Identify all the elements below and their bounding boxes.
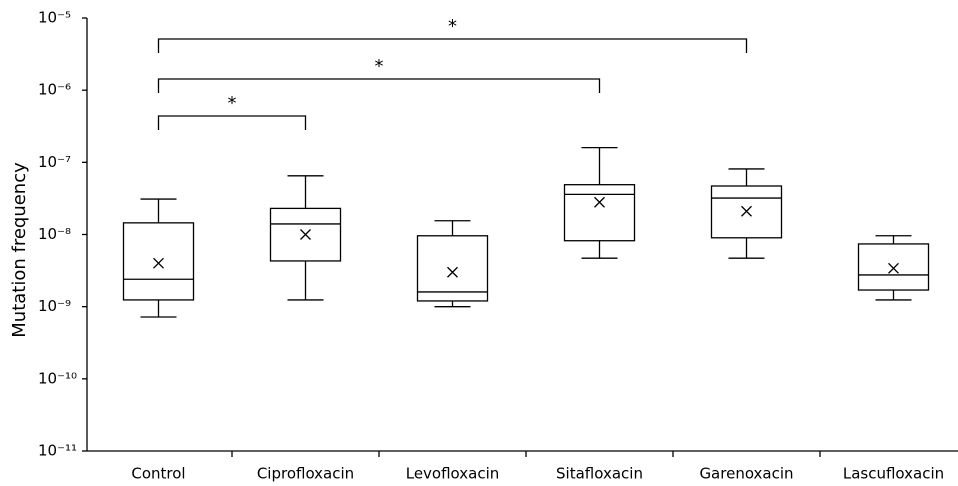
x-tick-label: Control <box>131 465 185 483</box>
y-axis-label: Mutation frequency <box>9 162 30 338</box>
y-tick-label: 10⁻⁶ <box>38 81 71 99</box>
x-tick-label: Sitafloxacin <box>556 465 643 483</box>
mean-marker <box>300 229 311 240</box>
box <box>857 243 930 291</box>
box <box>269 207 342 262</box>
significance-label: * <box>228 93 237 114</box>
y-tick-label: 10⁻⁵ <box>38 9 71 27</box>
y-tick-label: 10⁻⁸ <box>38 225 71 243</box>
box <box>563 184 636 242</box>
mean-marker <box>888 262 899 274</box>
x-tick-label: Garenoxacin <box>699 465 793 483</box>
y-tick-label: 10⁻¹¹ <box>38 442 77 460</box>
y-tick-label: 10⁻⁹ <box>38 297 71 315</box>
box <box>122 222 195 301</box>
significance-bracket <box>157 38 748 53</box>
mean-marker <box>447 266 458 278</box>
y-tick-label: 10⁻¹⁰ <box>38 369 77 387</box>
x-tick-label: Lascufloxacin <box>843 465 944 483</box>
mean-marker <box>153 257 164 269</box>
box <box>416 235 489 302</box>
x-tick-label: Levofloxacin <box>406 465 500 483</box>
mean-marker <box>594 196 605 208</box>
significance-label: * <box>375 56 384 77</box>
x-tick-label: Ciprofloxacin <box>257 465 354 483</box>
significance-bracket <box>157 115 307 130</box>
significance-label: * <box>448 16 457 37</box>
mean-marker <box>741 205 752 217</box>
box <box>710 185 783 239</box>
significance-bracket <box>157 78 601 93</box>
y-tick-label: 10⁻⁷ <box>38 153 71 171</box>
